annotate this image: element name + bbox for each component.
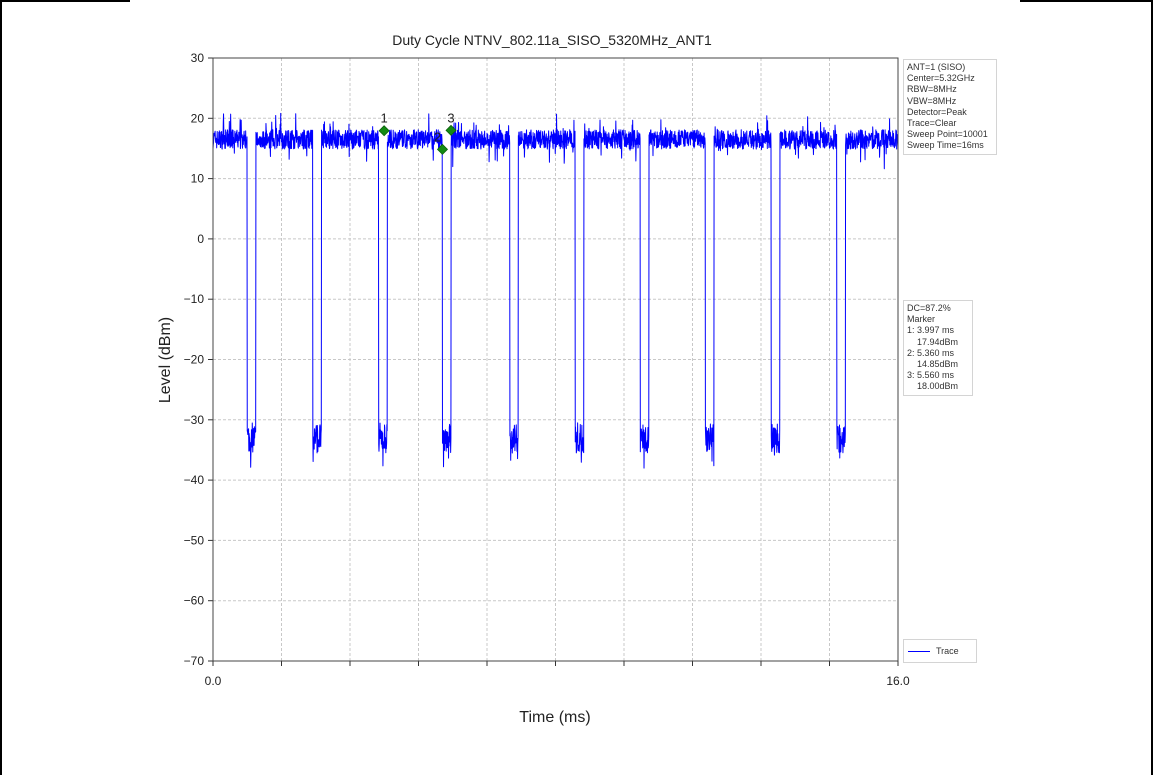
marker-diamond [436, 143, 449, 155]
marker-info-line: DC=87.2% [907, 303, 951, 313]
settings-line: Detector=Peak [907, 106, 967, 117]
x-tick-label: 16.0 [886, 674, 910, 688]
marker-diamond [378, 125, 390, 137]
y-axis-label: Level (dBm) [157, 317, 174, 403]
settings-line: Sweep Time=16ms [907, 140, 984, 151]
settings-line: VBW=8MHz [907, 95, 957, 106]
frame-right-border [1151, 0, 1153, 775]
marker-info-line: 2: 5.360 ms [907, 347, 955, 358]
duty-cycle-marker-box: DC=87.2% Marker 1: 3.997 ms 17.94dBm 2: … [903, 300, 973, 396]
legend-swatch [908, 650, 930, 652]
marker-label: 1 [381, 111, 388, 126]
y-tick-label: 30 [191, 51, 205, 65]
settings-line: RBW=8MHz [907, 84, 957, 95]
x-axis-label: Time (ms) [519, 709, 590, 726]
marker-info-line: 14.85dBm [907, 359, 959, 370]
y-tick-label: 0 [197, 232, 204, 246]
frame-left-border [0, 0, 2, 775]
y-tick-label: −20 [184, 353, 205, 367]
settings-line: Sweep Point=10001 [907, 129, 988, 140]
y-tick-label: −10 [184, 292, 205, 306]
settings-info-box: ANT=1 (SISO) Center=5.32GHz RBW=8MHz VBW… [903, 59, 997, 155]
y-tick-label: −50 [184, 533, 205, 547]
marker-info-line: 3: 5.560 ms [907, 370, 955, 381]
y-tick-label: −30 [184, 413, 205, 427]
marker-label: 2 [434, 129, 441, 144]
frame-top-right-border [1020, 0, 1153, 2]
settings-line: Trace=Clear [907, 118, 957, 129]
y-tick-label: 10 [191, 172, 205, 186]
chart-title: Duty Cycle NTNV_802.11a_SISO_5320MHz_ANT… [392, 32, 712, 48]
marker-info-line: 17.94dBm [907, 336, 959, 347]
x-tick-labels: 0.0 16.0 [205, 674, 910, 688]
marker-label: 3 [447, 110, 454, 125]
axes [208, 57, 899, 666]
x-tick-label: 0.0 [205, 674, 222, 688]
marker-info-line: 18.00dBm [907, 381, 959, 392]
y-tick-label: −70 [184, 654, 205, 668]
frame-top-left-border [0, 0, 130, 2]
y-tick-label: 20 [191, 111, 205, 125]
marker-diamond [445, 124, 457, 136]
trace-markers: 1 23 [378, 110, 457, 155]
y-tick-labels: 30 20 10 0 −10 −20 −30 −40 −50 −60 −70 [184, 51, 205, 668]
y-tick-label: −40 [184, 473, 205, 487]
plot-frame [212, 57, 899, 662]
legend-label: Trace [936, 646, 959, 656]
marker-info-line: Marker [907, 314, 936, 325]
settings-line: ANT=1 (SISO) [907, 62, 966, 72]
trace-line [212, 112, 899, 469]
y-tick-label: −60 [184, 594, 205, 608]
marker-info-line: 1: 3.997 ms [907, 325, 955, 336]
settings-line: Center=5.32GHz [907, 73, 975, 84]
trace-series [212, 112, 899, 469]
chart-legend: Trace [903, 639, 977, 663]
